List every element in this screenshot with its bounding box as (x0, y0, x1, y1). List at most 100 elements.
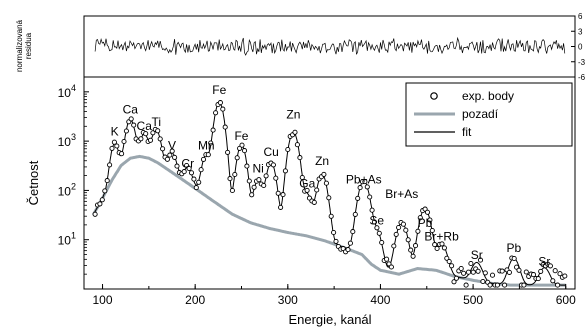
data-point (270, 162, 276, 168)
data-point (174, 163, 180, 169)
data-point (434, 245, 440, 252)
data-point (278, 204, 284, 210)
data-point (191, 176, 197, 182)
data-point (104, 178, 110, 184)
peak-label: K (111, 124, 119, 138)
data-point (376, 230, 382, 236)
data-point (273, 175, 279, 181)
data-point (538, 268, 544, 274)
data-point (429, 227, 435, 234)
data-point (121, 138, 127, 145)
data-point (292, 129, 298, 135)
data-point (557, 271, 563, 277)
data-point (482, 270, 488, 276)
x-tick-label: 400 (370, 293, 390, 307)
data-point (208, 140, 214, 146)
residuals-ylabel-line1: normalizovaná (15, 19, 24, 72)
data-point (417, 215, 423, 221)
data-point (275, 190, 281, 196)
data-point (506, 269, 512, 275)
data-point (155, 128, 161, 134)
data-point (400, 221, 406, 227)
x-tick-label: 300 (278, 293, 298, 307)
peak-label: Pb+As (346, 172, 382, 186)
data-point (213, 110, 219, 116)
data-point (99, 197, 105, 203)
peak-label: Ga (299, 177, 315, 191)
data-point (441, 245, 447, 251)
peak-label: Zn (315, 154, 329, 168)
data-point (489, 272, 496, 278)
residuals-tick-label: -6 (578, 73, 586, 82)
data-point (299, 174, 305, 181)
x-tick-label: 100 (93, 293, 113, 307)
data-point (232, 171, 238, 178)
data-point (427, 217, 433, 223)
data-point (109, 145, 115, 151)
data-point (530, 272, 537, 278)
data-point (321, 171, 327, 177)
peak-label: Se (369, 213, 384, 227)
data-point (451, 279, 457, 285)
legend-marker-exp (430, 92, 438, 100)
data-point (405, 237, 411, 243)
peak-label: Ca (123, 103, 139, 117)
data-point (523, 269, 529, 275)
data-point (333, 238, 339, 244)
peak-label: Ni (252, 162, 263, 176)
legend-label-background: pozadí (462, 107, 499, 121)
data-point (193, 185, 199, 191)
data-point (246, 178, 252, 184)
data-point (388, 264, 394, 270)
data-point (227, 176, 233, 182)
data-point (297, 155, 303, 161)
data-point (150, 130, 156, 136)
data-point (379, 239, 385, 246)
data-point (352, 211, 358, 217)
data-point (229, 187, 235, 194)
data-point (261, 182, 267, 189)
data-point (311, 199, 317, 205)
data-point (384, 256, 390, 262)
data-point (494, 282, 500, 288)
data-point (369, 207, 375, 213)
data-point (196, 179, 202, 185)
residuals-tick-label: 3 (578, 27, 583, 36)
data-point (468, 260, 474, 267)
data-point (408, 247, 414, 253)
data-point (502, 282, 508, 288)
y-tick-label: 103 (58, 132, 76, 149)
data-point (244, 163, 250, 169)
residuals-panel: 6 3 0 -3 -6 normalizovaná residua (15, 12, 586, 82)
data-point (107, 162, 113, 168)
data-point (458, 265, 464, 272)
data-point (487, 282, 493, 288)
data-point (200, 156, 207, 162)
data-point (461, 270, 467, 276)
residuals-ylabel-line2: residua (24, 32, 33, 59)
peak-label: Pb (418, 216, 433, 230)
data-point (323, 180, 329, 186)
data-point (403, 227, 409, 233)
data-point (111, 139, 117, 145)
data-point (205, 152, 211, 158)
data-point (114, 143, 120, 149)
data-point (220, 106, 226, 112)
data-point (138, 136, 144, 142)
data-point (285, 146, 291, 153)
data-point (521, 282, 527, 288)
data-point (186, 165, 192, 172)
data-point (453, 275, 459, 281)
peak-label: Ca (137, 119, 153, 133)
data-point (371, 219, 378, 225)
data-point (480, 278, 486, 285)
data-point (198, 167, 204, 173)
y-axis-label: Četnost (26, 160, 41, 205)
data-point (128, 116, 134, 122)
data-point (249, 192, 255, 198)
data-point (424, 209, 431, 215)
peak-label: Br+As (385, 187, 418, 201)
